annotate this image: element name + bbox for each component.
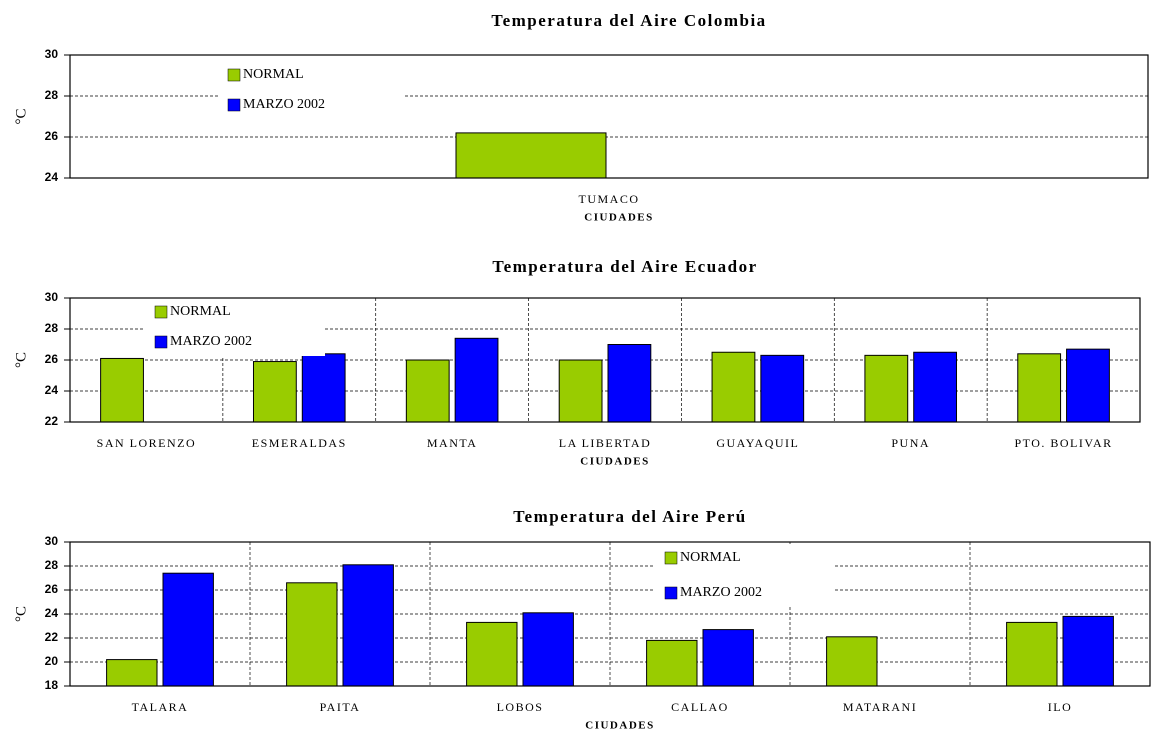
bar bbox=[342, 564, 394, 687]
bar bbox=[826, 636, 878, 687]
bar bbox=[106, 659, 158, 687]
chart-title: Temperatura del Aire Perú bbox=[513, 507, 746, 526]
chart-title: Temperatura del Aire Colombia bbox=[491, 11, 766, 30]
bar bbox=[1066, 348, 1110, 423]
bar bbox=[646, 639, 698, 687]
legend-swatch bbox=[227, 98, 241, 112]
x-tick-label: LOBOS bbox=[497, 700, 544, 714]
legend-label: NORMAL bbox=[243, 67, 304, 82]
y-axis-label: °C bbox=[13, 606, 29, 622]
bar bbox=[162, 572, 214, 687]
bar bbox=[286, 582, 338, 687]
x-tick-label: TALARA bbox=[132, 700, 189, 714]
y-tick-label: 28 bbox=[45, 558, 59, 572]
x-tick-label: PAITA bbox=[320, 700, 361, 714]
x-tick-label: TUMACO bbox=[578, 192, 639, 206]
y-tick-label: 28 bbox=[45, 88, 59, 102]
x-axis-label: CIUDADES bbox=[585, 720, 654, 732]
bar bbox=[711, 351, 756, 423]
y-tick-label: 30 bbox=[45, 534, 59, 548]
y-tick-label: 30 bbox=[45, 290, 59, 304]
bar bbox=[100, 357, 144, 423]
bar bbox=[864, 354, 909, 423]
legend-label: MARZO 2002 bbox=[243, 97, 325, 112]
x-tick-label: MANTA bbox=[427, 436, 478, 450]
legend-label: MARZO 2002 bbox=[170, 334, 252, 349]
x-tick-label: GUAYAQUIL bbox=[716, 436, 799, 450]
bar bbox=[522, 612, 574, 687]
y-tick-label: 24 bbox=[45, 383, 59, 397]
plot-frame bbox=[69, 297, 1141, 423]
bar bbox=[466, 621, 518, 687]
legend-swatch bbox=[154, 305, 168, 319]
y-tick-label: 22 bbox=[45, 414, 59, 428]
x-axis-label: CIUDADES bbox=[584, 212, 653, 224]
x-tick-label: ESMERALDAS bbox=[252, 436, 347, 450]
x-tick-label: CALLAO bbox=[671, 700, 729, 714]
x-axis-label: CIUDADES bbox=[580, 456, 649, 468]
y-tick-label: 24 bbox=[45, 170, 59, 184]
legend-box bbox=[655, 544, 835, 607]
bar bbox=[558, 359, 603, 423]
legend-label: NORMAL bbox=[680, 550, 741, 565]
y-tick-label: 26 bbox=[45, 352, 59, 366]
chart-title: Temperatura del Aire Ecuador bbox=[492, 257, 757, 276]
x-tick-label: ILO bbox=[1048, 700, 1073, 714]
y-tick-label: 20 bbox=[45, 654, 59, 668]
y-tick-label: 26 bbox=[45, 129, 59, 143]
bar bbox=[913, 351, 958, 423]
bar bbox=[1062, 615, 1114, 687]
legend-label: NORMAL bbox=[170, 304, 231, 319]
x-tick-label: SAN LORENZO bbox=[97, 436, 197, 450]
y-tick-label: 18 bbox=[45, 678, 59, 692]
x-tick-label: LA LIBERTAD bbox=[559, 436, 651, 450]
bar bbox=[252, 361, 297, 423]
bar bbox=[607, 344, 652, 423]
x-tick-label: MATARANI bbox=[843, 700, 917, 714]
bar bbox=[454, 337, 499, 423]
y-tick-label: 24 bbox=[45, 606, 59, 620]
x-tick-label: PTO. BOLIVAR bbox=[1014, 436, 1112, 450]
bar bbox=[301, 353, 346, 423]
legend-box bbox=[218, 61, 403, 119]
legend-swatch bbox=[664, 551, 678, 565]
bar bbox=[1017, 353, 1062, 423]
plot-frame bbox=[69, 54, 1149, 179]
y-axis-label: °C bbox=[13, 108, 29, 124]
plot-frame bbox=[69, 541, 1151, 687]
bar bbox=[760, 354, 805, 423]
y-tick-label: 28 bbox=[45, 321, 59, 335]
legend-box bbox=[145, 298, 325, 356]
y-tick-label: 26 bbox=[45, 582, 59, 596]
bar bbox=[1006, 621, 1058, 687]
bar bbox=[702, 629, 754, 687]
legend-swatch bbox=[154, 335, 168, 349]
legend-label: MARZO 2002 bbox=[680, 585, 762, 600]
y-tick-label: 22 bbox=[45, 630, 59, 644]
y-tick-label: 30 bbox=[45, 47, 59, 61]
legend-swatch bbox=[227, 68, 241, 82]
bar bbox=[405, 359, 450, 423]
bar bbox=[455, 132, 607, 179]
x-tick-label: PUNA bbox=[891, 436, 930, 450]
legend-swatch bbox=[664, 586, 678, 600]
y-axis-label: °C bbox=[13, 352, 29, 368]
